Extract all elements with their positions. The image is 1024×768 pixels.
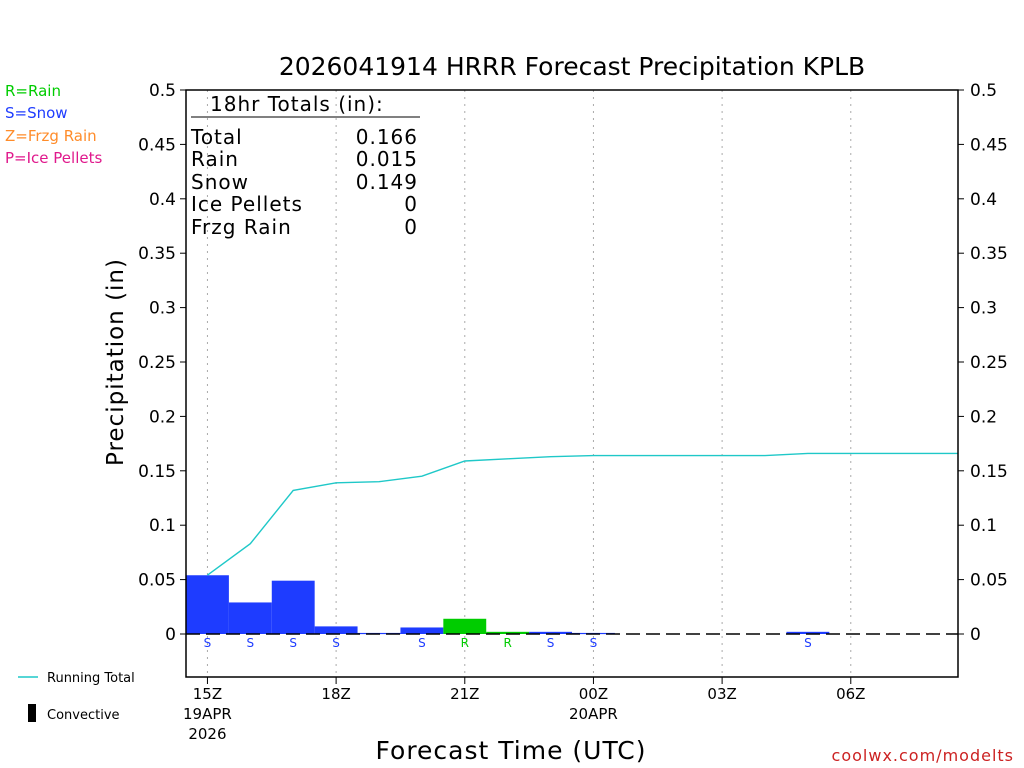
x-tick-label: 18Z: [321, 685, 350, 703]
y-tick-label: 0.35: [138, 244, 176, 264]
running-total-legend-label: Running Total: [47, 671, 135, 686]
totals-value: 0: [404, 215, 418, 239]
totals-value: 0.015: [356, 147, 418, 171]
precip-bar: [786, 631, 830, 634]
y-tick-label: 0.45: [970, 135, 1008, 155]
legend-rain: R=Rain: [5, 82, 61, 100]
precip-type-label: S: [547, 636, 555, 650]
x-tick-label: 06Z: [836, 685, 865, 703]
x-tick-date: 20APR: [569, 705, 618, 723]
precip-type-label: S: [247, 636, 255, 650]
convective-legend-swatch: [28, 704, 36, 722]
y-tick-label: 0.2: [149, 407, 176, 427]
precip-type-legend: R=Rain S=Snow Z=Frzg Rain P=Ice Pellets: [5, 82, 102, 167]
y-tick-label: 0.5: [149, 81, 176, 101]
totals-label: Snow: [191, 170, 249, 194]
x-axis-label: Forecast Time (UTC): [376, 736, 647, 765]
running-total-line: [206, 452, 958, 576]
totals-label: Frzg Rain: [191, 215, 292, 239]
convective-legend-label: Convective: [47, 708, 120, 723]
plot-frame: [185, 89, 959, 678]
totals-label: Ice Pellets: [191, 192, 303, 216]
precip-type-label: S: [804, 636, 812, 650]
precip-bar: [271, 580, 315, 634]
precip-bar: [400, 627, 444, 634]
y-tick-label: 0.25: [138, 353, 176, 373]
x-tick-label: 21Z: [450, 685, 479, 703]
y-tick-label: 0: [165, 625, 176, 645]
legend-ice-pellets: P=Ice Pellets: [5, 149, 102, 167]
precip-type-label: S: [418, 636, 426, 650]
credit-text: coolwx.com/modelts: [832, 746, 1014, 765]
chart-title: 2026041914 HRRR Forecast Precipitation K…: [279, 52, 865, 81]
y-tick-label: 0.25: [970, 353, 1008, 373]
y-tick-label: 0.45: [138, 135, 176, 155]
totals-value: 0: [404, 192, 418, 216]
x-tick-date: 19APR: [183, 705, 232, 723]
y-axis: 0 00.05 0.050.1 0.10.15 0.150.2 0.20.25 0.250.…: [138, 81, 1008, 645]
totals-box: 18hr Totals (in): Total 0.166 Rain 0.015…: [190, 92, 420, 239]
legend-freezing-rain: Z=Frzg Rain: [5, 127, 97, 145]
y-tick-label: 0.2: [970, 407, 997, 427]
y-tick-label: 0.1: [149, 516, 176, 536]
x-axis: 15Z 19APR 2026 18Z 21Z 00Z 20APR 03Z 06Z: [183, 677, 865, 743]
y-tick-label: 0.3: [149, 299, 176, 319]
y-tick-label: 0.15: [970, 462, 1008, 482]
y-tick-label: 0: [970, 625, 981, 645]
totals-label: Total: [190, 125, 243, 149]
precip-type-label: S: [289, 636, 297, 650]
y-tick-label: 0.35: [970, 244, 1008, 264]
precip-type-label: R: [461, 636, 469, 650]
y-tick-label: 0.4: [970, 190, 997, 210]
precip-bar: [443, 618, 487, 634]
precip-bar: [314, 626, 358, 634]
x-tick-label: 00Z: [579, 685, 608, 703]
y-tick-label: 0.3: [970, 299, 997, 319]
series-legend: Running Total Convective: [18, 671, 135, 723]
legend-snow: S=Snow: [5, 104, 68, 122]
y-tick-label: 0.1: [970, 516, 997, 536]
y-tick-label: 0.4: [149, 190, 176, 210]
y-tick-label: 0.05: [970, 571, 1008, 591]
y-axis-label: Precipitation (in): [103, 258, 129, 466]
totals-label: Rain: [191, 147, 239, 171]
precip-bar: [186, 575, 229, 634]
precip-type-label: R: [503, 636, 511, 650]
x-tick-year: 2026: [188, 725, 226, 743]
precip-bar: [228, 602, 272, 634]
precip-bar: [486, 631, 530, 634]
precip-bar: [529, 631, 572, 634]
y-tick-label: 0.15: [138, 462, 176, 482]
x-tick-label: 03Z: [707, 685, 736, 703]
totals-value: 0.166: [356, 125, 418, 149]
totals-heading: 18hr Totals (in):: [210, 92, 384, 116]
y-tick-label: 0.05: [138, 571, 176, 591]
precip-type-label: S: [204, 636, 212, 650]
bars: [186, 575, 830, 635]
precip-type-label: S: [332, 636, 340, 650]
totals-value: 0.149: [356, 170, 418, 194]
y-tick-label: 0.5: [970, 81, 997, 101]
precip-type-label: S: [590, 636, 598, 650]
x-tick-label: 15Z: [193, 685, 222, 703]
